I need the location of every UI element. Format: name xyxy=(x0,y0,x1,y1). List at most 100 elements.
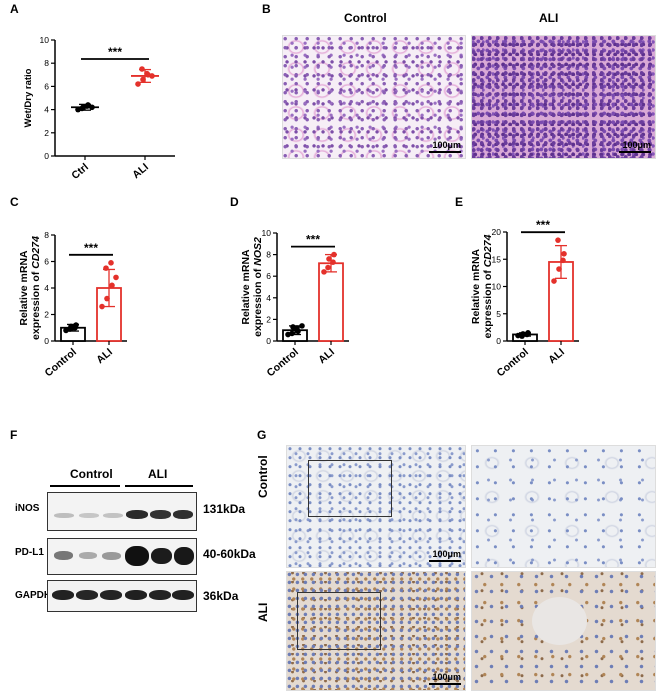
data-point xyxy=(149,73,155,79)
y-tick-label: 6 xyxy=(44,81,49,91)
band xyxy=(100,590,122,600)
y-axis-label: Wet/Dry ratio xyxy=(23,68,34,127)
alveolar-space xyxy=(532,597,587,645)
y-tick-label: 10 xyxy=(262,228,272,238)
he-title-ali: ALI xyxy=(539,11,559,25)
ihc-row-control: Control xyxy=(256,455,270,498)
significance-label: *** xyxy=(108,45,122,59)
data-point xyxy=(104,295,110,302)
y-tick-label: 10 xyxy=(40,35,50,45)
y-tick-label: 4 xyxy=(44,105,49,115)
data-point xyxy=(109,282,115,289)
wb-size-gapdh: 36kDa xyxy=(203,589,239,603)
data-point xyxy=(294,325,300,331)
ihc-zoom-ali xyxy=(471,571,656,691)
data-point xyxy=(561,251,567,257)
y-tick-label: 2 xyxy=(44,128,49,138)
wb-size-inos: 131kDa xyxy=(203,502,246,516)
data-point xyxy=(89,104,95,111)
data-point xyxy=(144,70,150,77)
x-tick-label: ALI xyxy=(316,346,337,366)
he-title-control: Control xyxy=(344,11,387,25)
y-tick-label: 8 xyxy=(44,58,49,68)
data-point xyxy=(108,260,114,266)
significance-label: *** xyxy=(306,233,320,247)
band xyxy=(54,551,73,560)
panel-label-g: G xyxy=(257,428,267,442)
zoom-box xyxy=(297,592,381,650)
band xyxy=(150,510,171,519)
wb-blot-gapdh xyxy=(47,580,197,612)
x-tick-label: Control xyxy=(265,346,301,379)
wb-group-control: Control xyxy=(70,467,113,481)
ihc-row-ali: ALI xyxy=(256,602,270,622)
y-tick-label: 0 xyxy=(44,151,49,161)
y-tick-label: 10 xyxy=(492,282,502,292)
data-point xyxy=(326,256,332,262)
data-point xyxy=(139,66,145,72)
data-point xyxy=(299,323,305,329)
wb-blot-inos xyxy=(47,492,197,531)
chart-d: 0 2 4 6 8 10 Relative mRNA expression of NOS2Co… xyxy=(240,228,349,379)
band xyxy=(125,590,147,600)
y-axis-label-gene: expression of CD274 xyxy=(30,236,42,340)
wb-group-line-ali xyxy=(125,485,193,487)
chart-e: 0 5 10 15 20 Relative mRNA expression of CD274… xyxy=(470,218,579,379)
he-image-ali: 100μm xyxy=(471,35,656,159)
data-point xyxy=(99,303,105,310)
data-point xyxy=(555,237,561,243)
data-point xyxy=(140,76,146,83)
x-tick-label: Control xyxy=(495,346,531,379)
chart-c: 0 2 4 6 8 Relative mRNA expression of CD274Con… xyxy=(18,230,127,379)
x-tick-label: Ctrl xyxy=(69,161,91,182)
data-point xyxy=(551,278,557,284)
band xyxy=(76,590,98,600)
band xyxy=(125,546,149,566)
band xyxy=(79,552,97,559)
panel-label-a: A xyxy=(10,2,19,16)
wb-group-line-control xyxy=(50,485,120,487)
band xyxy=(151,548,172,564)
x-tick-label: ALI xyxy=(546,346,567,366)
ihc-image-ali: 100μm xyxy=(286,571,466,691)
ihc-image-control: 100μm xyxy=(286,445,466,568)
y-tick-label: 8 xyxy=(266,250,271,260)
y-tick-label: 6 xyxy=(266,271,271,281)
data-point xyxy=(519,333,525,339)
y-tick-label: 2 xyxy=(44,310,49,320)
data-point xyxy=(135,81,141,87)
band xyxy=(103,513,123,518)
data-point xyxy=(524,331,530,338)
band xyxy=(102,552,121,560)
scale-label: 100μm xyxy=(432,672,461,682)
panel-label-f: F xyxy=(10,428,18,442)
panel-label-b: B xyxy=(262,2,271,16)
scale-bar xyxy=(429,683,461,685)
band xyxy=(126,510,148,519)
ihc-zoom-control xyxy=(471,445,656,568)
x-tick-label: Control xyxy=(43,346,79,379)
y-tick-label: 6 xyxy=(44,257,49,267)
y-axis-label: Relative mRNA xyxy=(470,248,482,324)
wb-protein-gapdh: GAPDH xyxy=(15,590,52,601)
y-tick-label: 5 xyxy=(496,309,501,319)
panel-label-c: C xyxy=(10,195,19,209)
y-axis-label: Relative mRNA xyxy=(240,249,252,325)
data-point xyxy=(556,266,562,272)
data-point xyxy=(560,257,566,264)
band xyxy=(149,590,171,600)
scale-label: 100μm xyxy=(432,140,461,150)
y-tick-label: 20 xyxy=(492,227,502,237)
band xyxy=(174,547,194,565)
significance-label: *** xyxy=(536,218,550,232)
wb-protein-pdl1: PD-L1 xyxy=(15,547,44,558)
y-axis-label: Relative mRNA xyxy=(18,250,30,326)
x-tick-label: ALI xyxy=(130,161,151,181)
zoom-box xyxy=(308,460,392,517)
data-point xyxy=(113,274,119,281)
band xyxy=(52,590,74,600)
y-axis-label-gene: expression of NOS2 xyxy=(252,237,264,337)
y-tick-label: 0 xyxy=(496,336,501,346)
scale-bar xyxy=(429,560,461,562)
wb-size-pdl1: 40-60kDa xyxy=(203,547,256,561)
